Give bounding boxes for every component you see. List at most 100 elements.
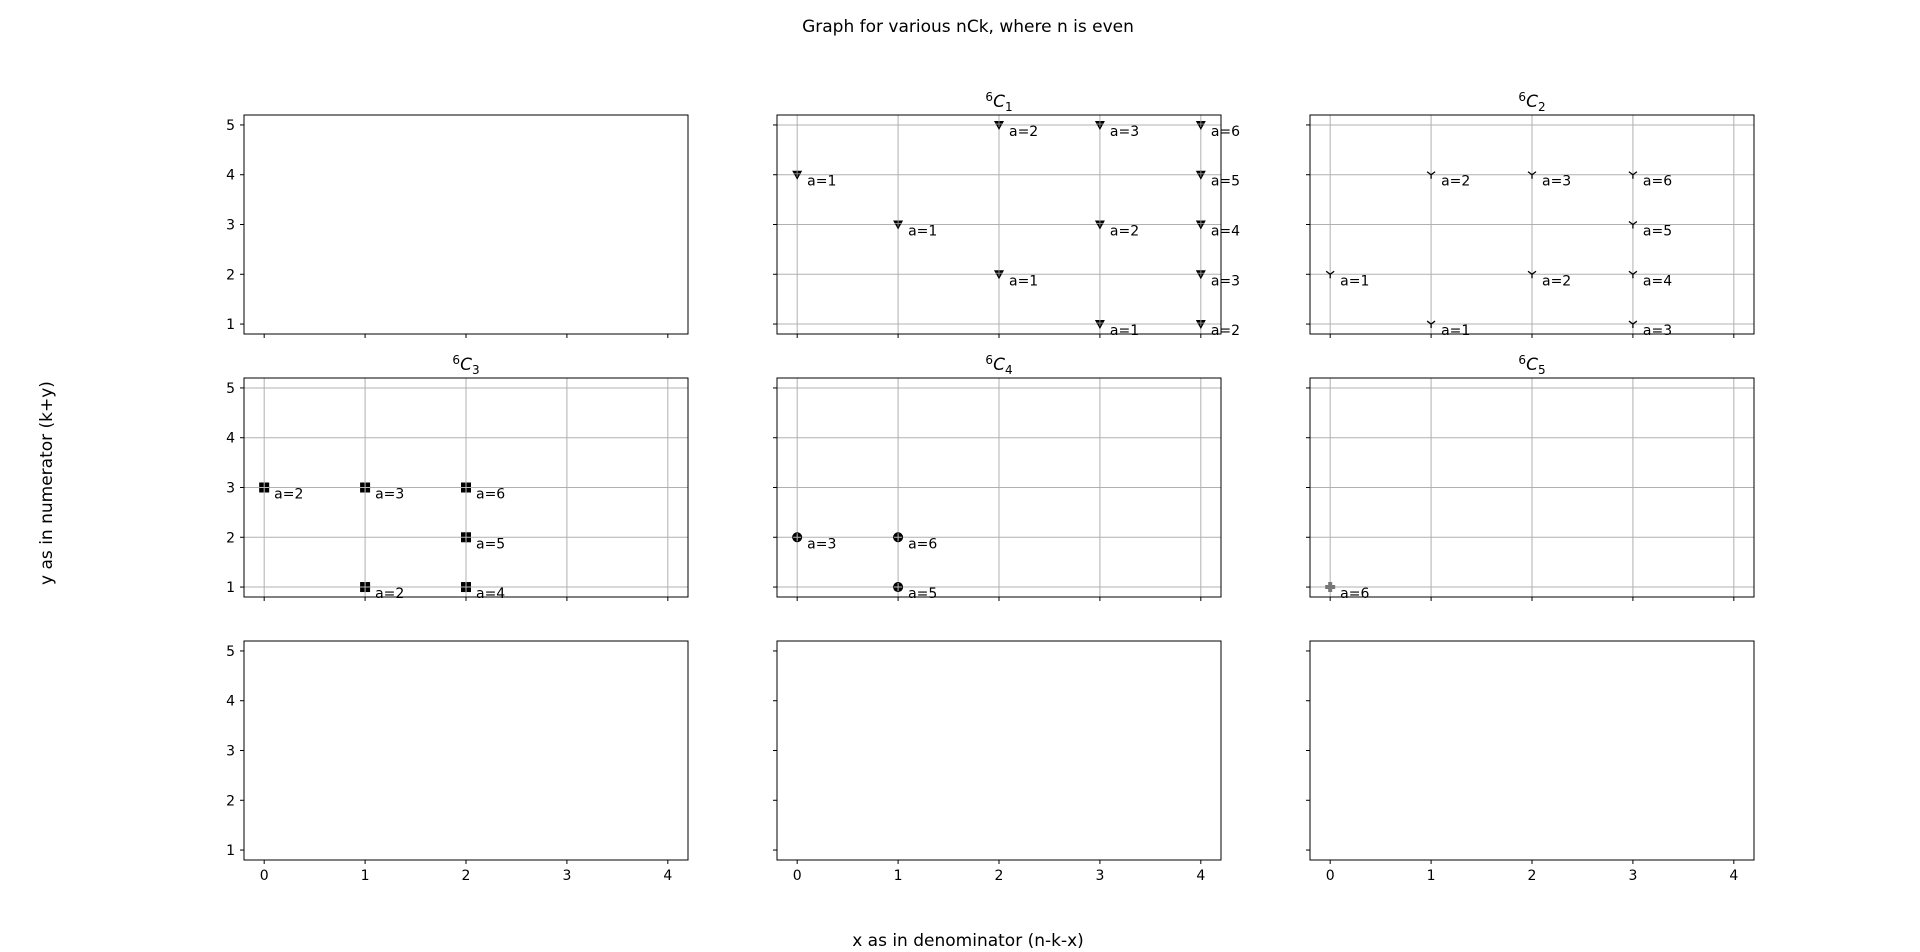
- plus-marker: [895, 220, 902, 227]
- point-label: a=2: [274, 487, 303, 503]
- title-subscript: 2: [1538, 100, 1546, 114]
- subplot-5: a=3 a=6 a=5 6C4: [773, 353, 1222, 602]
- data-point-marker: [1195, 320, 1206, 330]
- x-tick-label: 0: [793, 868, 802, 884]
- data-point-marker: [1094, 120, 1105, 130]
- plus-marker: [1325, 582, 1336, 593]
- plus-marker: [461, 532, 471, 543]
- data-point-marker: [1094, 320, 1105, 330]
- point-label: a=5: [476, 536, 505, 552]
- point-label: a=6: [908, 536, 937, 552]
- data-point-marker: [1527, 171, 1537, 179]
- plus-marker: [1197, 220, 1204, 227]
- figure-title: Graph for various nCk, where n is even: [802, 17, 1134, 37]
- point-label: a=1: [908, 224, 937, 240]
- point-label: a=2: [1211, 323, 1240, 339]
- data-point-marker: [994, 270, 1004, 280]
- point-label: a=1: [1009, 273, 1038, 289]
- data-point-marker: [1195, 120, 1206, 130]
- plus-marker: [894, 583, 903, 592]
- data-point-marker: [1628, 220, 1638, 229]
- axes-frame: [243, 640, 689, 861]
- point-label: a=6: [476, 487, 505, 503]
- axes-frame: [776, 114, 1222, 335]
- data-point-marker: [360, 482, 371, 493]
- plus-marker: [996, 270, 1002, 277]
- x-tick-label: 0: [260, 868, 269, 884]
- subplot-title: 6C2: [1518, 90, 1545, 114]
- y-axis-label: y as in numerator (k+y): [37, 381, 57, 585]
- point-label: a=3: [807, 536, 836, 552]
- point-label: a=5: [1211, 174, 1240, 190]
- point-label: a=2: [1542, 273, 1571, 289]
- title-superscript: 6: [452, 353, 460, 367]
- title-subscript: 1: [1005, 100, 1013, 114]
- x-tick-label: 3: [562, 868, 571, 884]
- subplot-6: a=6 6C5: [1306, 353, 1755, 602]
- plus-marker: [794, 170, 801, 177]
- point-label: a=3: [1211, 273, 1240, 289]
- subplot-title: 6C1: [985, 90, 1012, 114]
- tri-marker: [1628, 270, 1638, 279]
- title-superscript: 6: [985, 353, 993, 367]
- title-superscript: 6: [1518, 353, 1526, 367]
- y-tick-label: 5: [226, 381, 235, 397]
- point-label: a=6: [1340, 586, 1369, 602]
- title-main: C: [993, 92, 1005, 112]
- x-axis-label: x as in denominator (n-k-x): [852, 931, 1084, 951]
- point-label: a=1: [1340, 273, 1369, 289]
- subplot-2: a=1 a=1 a=2 a=1 a=3 a=2 a=1 a=6 a=5 a=4 a=3 a=2 6C1: [773, 90, 1240, 339]
- plus-marker: [461, 582, 471, 593]
- data-point-marker: [1426, 320, 1436, 329]
- plus-marker: [1096, 220, 1103, 227]
- point-label: a=1: [1441, 323, 1470, 339]
- data-point-marker: [1195, 270, 1206, 280]
- point-label: a=3: [1110, 124, 1139, 140]
- point-label: a=3: [1643, 323, 1672, 339]
- data-point-marker: [360, 582, 371, 593]
- data-point-marker: [461, 582, 471, 593]
- plus-marker: [461, 482, 471, 493]
- subplot-8: 0 1 2 3 4: [773, 640, 1222, 884]
- x-tick-label: 1: [894, 868, 903, 884]
- data-point-marker: [1195, 170, 1206, 180]
- data-point-marker: [461, 532, 471, 543]
- plus-marker: [793, 533, 802, 542]
- tri-marker: [1527, 270, 1537, 279]
- subplot-title: 6C3: [452, 353, 479, 377]
- subplot-title: 6C4: [985, 353, 1012, 377]
- tri-marker: [1426, 171, 1436, 179]
- y-tick-label: 2: [226, 530, 235, 546]
- y-tick-label: 3: [226, 744, 235, 760]
- data-point-marker: [994, 120, 1004, 130]
- tri-marker: [1426, 320, 1436, 329]
- y-tick-label: 2: [226, 267, 235, 283]
- y-tick-label: 4: [226, 168, 235, 184]
- subplot-3: a=1 a=2 a=1 a=3 a=2 a=6 a=5 a=4 a=3 6C2: [1306, 90, 1755, 339]
- plus-marker: [1197, 170, 1204, 177]
- point-label: a=2: [1441, 174, 1470, 190]
- tri-marker: [1628, 320, 1638, 329]
- data-point-marker: [893, 220, 904, 230]
- x-tick-label: 1: [1427, 868, 1436, 884]
- y-tick-label: 1: [226, 843, 235, 859]
- plus-marker: [259, 482, 270, 493]
- point-label: a=5: [1643, 224, 1672, 240]
- data-point-marker: [1628, 270, 1638, 279]
- point-label: a=2: [375, 586, 404, 602]
- y-tick-label: 3: [226, 218, 235, 234]
- data-point-marker: [1195, 220, 1206, 230]
- plus-marker: [360, 482, 371, 493]
- axes-frame: [243, 377, 689, 598]
- data-point-marker: [1325, 270, 1335, 279]
- axes-frame: [776, 640, 1222, 861]
- plus-marker: [1096, 320, 1103, 327]
- data-point-marker: [1426, 171, 1436, 179]
- x-tick-label: 1: [361, 868, 370, 884]
- title-main: C: [1526, 92, 1538, 112]
- title-subscript: 3: [472, 363, 480, 377]
- tri-marker: [1628, 171, 1638, 179]
- axes-frame: [776, 377, 1222, 598]
- plus-marker: [894, 533, 903, 542]
